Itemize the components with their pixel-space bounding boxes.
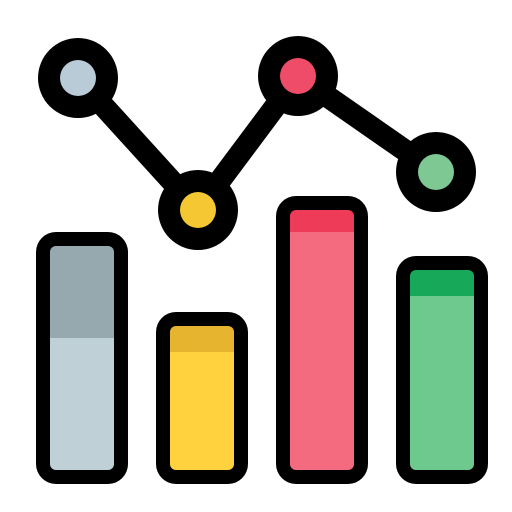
node-4	[396, 132, 476, 212]
bar-2	[156, 312, 248, 484]
node-3	[258, 36, 338, 116]
bar-4	[396, 256, 488, 484]
bar-3	[276, 196, 368, 484]
node-2	[158, 170, 238, 250]
bar-1	[36, 232, 128, 484]
chart-icon	[0, 0, 512, 512]
node-1	[38, 38, 118, 118]
